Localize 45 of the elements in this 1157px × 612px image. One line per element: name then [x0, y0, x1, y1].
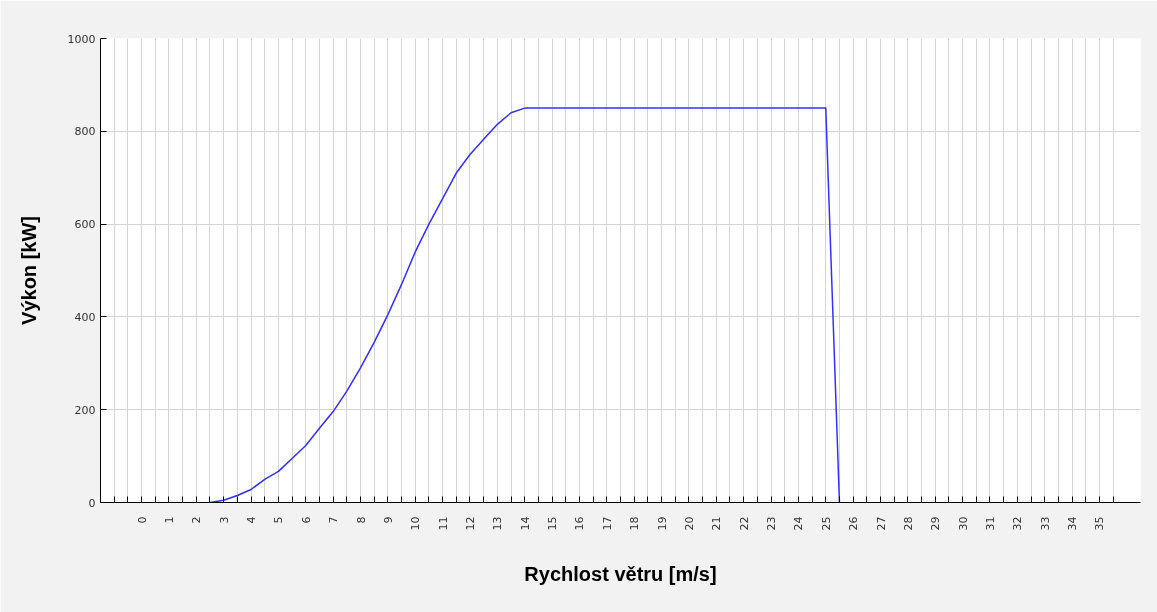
x-tick-label: 12 — [463, 516, 477, 531]
x-tick-label: 20 — [682, 516, 696, 531]
x-tick-label: 33 — [1038, 516, 1052, 531]
y-axis-title: Výkon [kW] — [17, 216, 40, 325]
x-tick-label: 35 — [1093, 516, 1107, 531]
x-tick-label: 9 — [381, 516, 395, 524]
x-tick-label: 32 — [1011, 516, 1025, 531]
x-tick-label: 0 — [135, 516, 149, 524]
x-tick-label: 30 — [956, 516, 970, 531]
x-tick-label: 29 — [929, 516, 943, 531]
x-tick-label: 34 — [1066, 516, 1080, 531]
y-tick-label: 800 — [74, 125, 96, 139]
x-tick-label: 7 — [327, 516, 341, 524]
x-tick-label: 19 — [655, 516, 669, 531]
x-tick-label: 23 — [765, 516, 779, 531]
x-tick-label: 16 — [573, 516, 587, 531]
x-tick-label: 3 — [217, 516, 231, 524]
x-tick-label: 18 — [628, 516, 642, 531]
x-tick-label: 5 — [272, 516, 286, 524]
x-tick-label: 14 — [518, 516, 532, 531]
x-tick-label: 22 — [737, 516, 751, 531]
x-tick-label: 21 — [710, 516, 724, 531]
x-tick-label: 4 — [245, 516, 259, 524]
y-tick-label: 1000 — [67, 32, 96, 46]
y-tick-label: 200 — [74, 403, 96, 417]
y-tick-label: 600 — [74, 218, 96, 232]
x-tick-label: 10 — [409, 516, 423, 531]
x-axis-title: Rychlost větru [m/s] — [524, 563, 717, 586]
line-series — [209, 107, 841, 503]
x-tick-label: 27 — [874, 516, 888, 531]
y-tick-label: 0 — [88, 496, 96, 510]
x-tick-label: 17 — [600, 516, 614, 531]
x-tick-label: 26 — [847, 516, 861, 531]
x-tick-label: 6 — [299, 516, 313, 524]
x-tick-label: 28 — [901, 516, 915, 531]
x-tick-label: 24 — [792, 516, 806, 531]
x-tick-label: 1 — [162, 516, 176, 524]
x-tick-label: 11 — [436, 516, 450, 531]
x-tick-label: 15 — [546, 516, 560, 531]
x-tick-label: 13 — [491, 516, 505, 531]
x-tick-label: 25 — [819, 516, 833, 531]
y-tick-label: 400 — [74, 310, 96, 324]
x-tick-label: 31 — [983, 516, 997, 531]
x-tick-label: 2 — [190, 516, 204, 524]
x-tick-label: 8 — [354, 516, 368, 524]
